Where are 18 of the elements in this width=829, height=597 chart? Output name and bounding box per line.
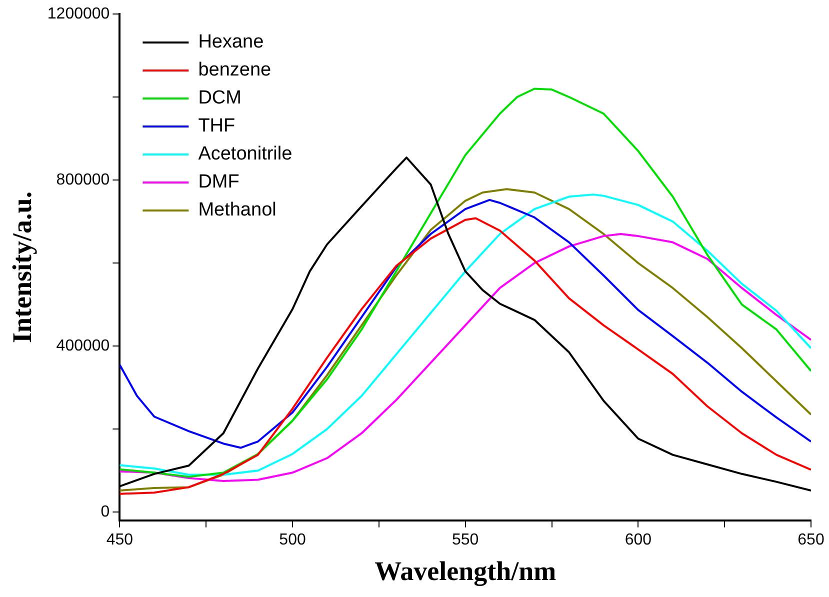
- legend-label: THF: [198, 116, 236, 137]
- x-tick-label: 450: [106, 531, 134, 548]
- y-tick-label: 400000: [56, 337, 110, 354]
- x-tick-label: 500: [279, 531, 306, 548]
- x-tick-label: 600: [624, 531, 652, 548]
- x-axis-title: Wavelength/nm: [374, 556, 557, 586]
- legend-label: Hexane: [198, 32, 264, 53]
- x-tick-label: 550: [452, 531, 479, 548]
- y-tick-label: 0: [100, 504, 110, 521]
- y-axis-title: Intensity/a.u.: [7, 191, 38, 343]
- legend-label: DCM: [198, 88, 242, 109]
- y-tick-label: 800000: [56, 171, 110, 188]
- legend-label: DMF: [198, 172, 240, 193]
- legend-label: benzene: [198, 60, 272, 81]
- legend-label: Methanol: [198, 200, 276, 221]
- y-tick-label: 1200000: [47, 5, 110, 22]
- x-tick-label: 650: [798, 531, 824, 548]
- legend-label: Acetonitrile: [198, 144, 292, 165]
